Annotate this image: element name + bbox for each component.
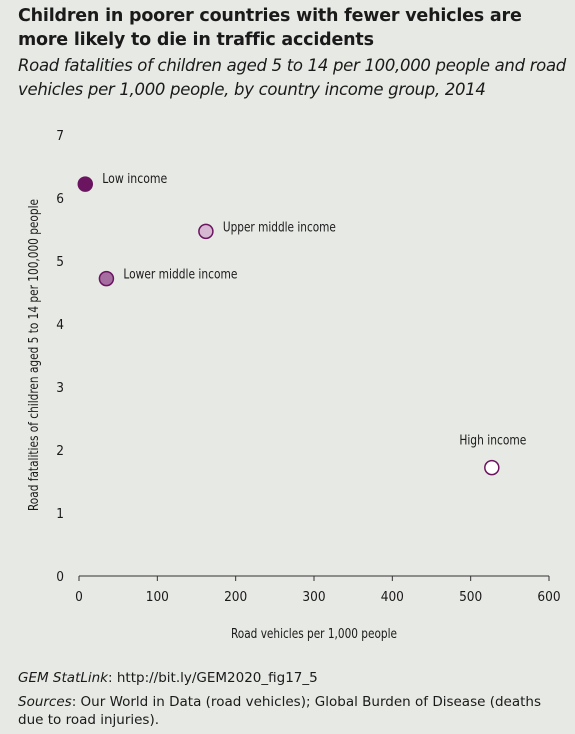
data-point [77,176,94,192]
x-tick-label: 200 [224,589,247,605]
x-tick-label: 500 [459,589,482,605]
y-tick-label: 4 [56,317,64,333]
data-label: High income [459,433,526,449]
data-label: Low income [102,171,167,187]
sources-line: Sources: Our World in Data (road vehicle… [18,693,568,729]
statlink-url[interactable]: : http://bit.ly/GEM2020_fig17_5 [108,670,318,686]
y-tick-label: 1 [56,506,64,522]
statlink-line: GEM StatLink: http://bit.ly/GEM2020_fig1… [18,669,568,687]
data-label: Upper middle income [223,219,336,235]
x-axis-title: Road vehicles per 1,000 people [231,626,397,642]
data-label: Lower middle income [123,267,237,283]
y-tick-label: 0 [56,569,64,585]
chart-subtitle: Road fatalities of children aged 5 to 14… [18,56,566,99]
scatter-chart: 0 100 200 300 400 500 600 0 1 2 3 4 5 6 7 Road vehicles… [26,128,561,642]
sources-label: Sources [18,694,72,710]
y-tick-label: 7 [56,128,64,144]
statlink-label: GEM StatLink [18,670,109,686]
x-tick-label: 0 [75,589,83,605]
sources-text: : Our World in Data (road vehicles); Glo… [18,694,541,728]
x-tick-label: 400 [381,589,404,605]
data-point [98,270,115,287]
x-tick-label: 600 [537,589,560,605]
y-axis-title: Road fatalities of children aged 5 to 14… [26,199,42,511]
data-point [484,459,500,476]
x-tick-label: 100 [146,589,169,605]
y-tick-label: 5 [56,254,64,270]
x-tick-label: 300 [302,589,325,605]
data-point [198,223,214,240]
chart-title: Children in poorer countries with fewer … [18,6,522,50]
y-tick-label: 3 [56,380,64,396]
y-tick-label: 6 [56,191,64,207]
y-tick-label: 2 [56,443,64,459]
